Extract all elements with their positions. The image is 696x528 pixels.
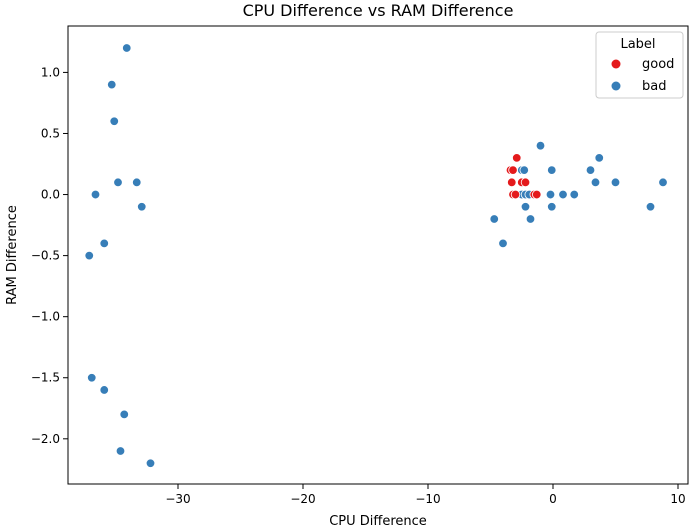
data-point-bad [132,177,142,188]
data-point-good [510,189,521,200]
data-point-bad [569,189,579,200]
data-point-bad [520,202,531,212]
data-point-bad [610,177,621,188]
y-tick-label: −1.0 [31,310,60,324]
data-point-good [512,153,522,163]
axis-ticks: −30 −20 −10 0 10 1.0 0.5 0.0 −0.5 −1.0 −1.5 −2.0 [31,65,686,506]
data-point-bad [87,373,97,383]
data-point-bad [109,116,119,126]
data-point-bad [99,385,109,395]
x-tick-label: 10 [670,492,685,506]
data-point-bad [594,153,604,163]
data-point-bad [547,165,557,175]
data-point-bad [107,79,117,90]
data-point-bad [590,177,601,188]
data-point-bad [498,238,508,249]
x-tick-label: −30 [165,492,190,506]
y-tick-label: −0.5 [31,249,60,263]
data-point-bad [113,177,123,188]
legend-title: Label [620,37,655,52]
data-point-bad [547,202,557,212]
data-point-bad [115,446,126,456]
plot-frame [67,25,689,485]
legend: Label good bad [595,31,684,99]
data-point-bad [558,189,568,200]
data-point-bad [525,214,536,224]
legend-marker-good [611,59,621,69]
data-point-bad [535,140,546,151]
data-point-bad [119,409,129,420]
chart-title: CPU Difference vs RAM Difference [243,1,514,20]
data-point-bad [489,214,499,224]
x-tick-label: −20 [290,492,315,506]
y-tick-label: −1.5 [31,371,60,385]
x-axis-title: CPU Difference [329,514,427,528]
data-point-bad [90,189,101,200]
data-point-good [532,189,542,200]
x-tick-label: −10 [415,492,440,506]
y-tick-label: 1.0 [41,65,60,79]
data-point-bad [658,177,668,188]
legend-marker-bad [611,81,621,91]
data-point-bad [545,189,556,200]
data-points [84,43,668,468]
data-point-bad [99,238,109,249]
data-point-good [520,177,531,188]
legend-label-bad: bad [642,79,666,94]
y-tick-label: −2.0 [31,432,60,446]
x-tick-label: 0 [549,492,557,506]
data-point-bad [145,458,156,468]
data-point-bad [585,165,596,175]
data-point-bad [645,202,656,212]
legend-box [595,31,684,99]
data-point-good [507,177,517,188]
data-point-bad [84,250,94,261]
y-tick-label: 0.0 [41,188,60,202]
data-point-bad [519,165,529,175]
data-point-good [508,165,518,175]
y-axis-title: RAM Difference [5,205,20,305]
legend-label-good: good [642,57,674,72]
data-point-bad [122,43,132,53]
y-tick-label: 0.5 [41,126,60,140]
data-point-bad [137,202,147,212]
